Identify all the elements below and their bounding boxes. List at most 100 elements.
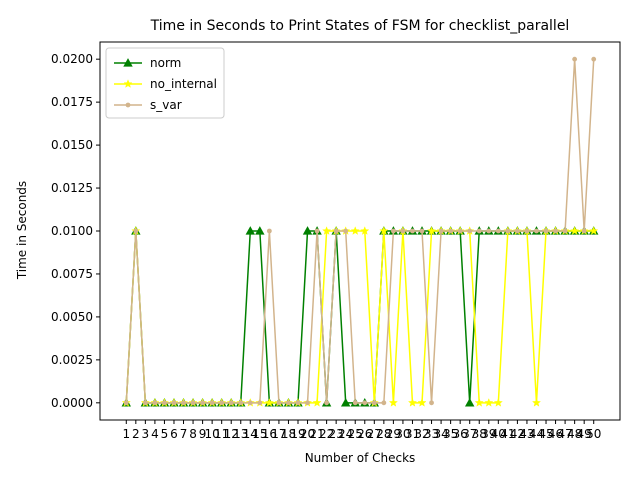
data-point	[343, 228, 349, 234]
data-point	[419, 228, 425, 234]
data-point	[350, 226, 360, 235]
data-point	[142, 400, 148, 406]
x-tick-label: 18	[281, 427, 296, 441]
data-point	[371, 400, 377, 406]
data-point	[190, 400, 196, 406]
x-tick-label: 30	[395, 427, 410, 441]
y-tick-label: 0.0175	[51, 95, 93, 109]
data-point	[417, 398, 427, 407]
data-point	[474, 398, 484, 407]
data-point	[495, 228, 501, 234]
data-point	[200, 400, 205, 406]
data-point	[264, 398, 274, 407]
y-tick-label: 0.0150	[51, 138, 93, 152]
data-point	[266, 228, 272, 234]
legend-label: norm	[150, 56, 181, 70]
data-point	[340, 398, 351, 407]
data-point	[591, 56, 597, 62]
y-axis-label: Time in Seconds	[15, 181, 29, 280]
data-point	[524, 228, 530, 234]
data-point	[562, 228, 568, 234]
x-tick-label: 4	[151, 427, 159, 441]
x-tick-label: 11	[214, 427, 229, 441]
data-point	[276, 400, 282, 406]
x-tick-label: 50	[586, 427, 601, 441]
data-point	[219, 400, 225, 406]
legend-marker	[123, 58, 133, 67]
x-tick-label: 38	[472, 427, 487, 441]
data-point	[257, 400, 263, 406]
x-tick-label: 28	[376, 427, 391, 441]
data-point	[314, 228, 320, 234]
data-point	[486, 228, 492, 234]
x-tick-label: 34	[433, 427, 448, 441]
data-point	[467, 228, 473, 234]
x-tick-label: 15	[252, 427, 267, 441]
data-point	[133, 228, 139, 234]
y-tick-label: 0.0025	[51, 353, 93, 367]
data-point	[181, 400, 186, 406]
data-point	[589, 226, 599, 235]
data-point	[531, 398, 542, 407]
data-point	[493, 398, 503, 407]
axes-frame	[99, 41, 621, 421]
y-tick-label: 0.0100	[51, 224, 93, 238]
data-point	[476, 228, 482, 234]
x-tick-label: 40	[491, 427, 506, 441]
data-point	[553, 228, 558, 234]
data-point	[543, 228, 549, 234]
x-tick-label: 21	[309, 427, 324, 441]
x-tick-label: 7	[180, 427, 188, 441]
data-point	[324, 400, 330, 406]
data-point	[362, 400, 368, 406]
x-tick-label: 39	[481, 427, 496, 441]
x-tick-label: 43	[519, 427, 534, 441]
x-tick-label: 17	[271, 427, 286, 441]
data-point	[400, 228, 406, 234]
data-point	[572, 56, 578, 62]
x-tick-label: 29	[386, 427, 401, 441]
x-tick-label: 42	[510, 427, 525, 441]
data-point	[381, 400, 387, 406]
data-point	[379, 226, 389, 235]
x-tick-label: 35	[443, 427, 458, 441]
x-tick-label: 19	[290, 427, 305, 441]
data-point	[245, 226, 256, 235]
x-tick-label: 27	[367, 427, 382, 441]
x-tick-label: 6	[170, 427, 178, 441]
data-point	[438, 228, 444, 234]
data-point	[505, 228, 511, 234]
data-point	[238, 400, 244, 406]
data-point	[209, 400, 215, 406]
legend-label: no_internal	[150, 77, 217, 91]
x-tick-label: 23	[329, 427, 344, 441]
data-point	[390, 228, 396, 234]
x-tick-label: 26	[357, 427, 372, 441]
x-tick-label: 32	[414, 427, 429, 441]
data-point	[410, 228, 415, 234]
data-point	[388, 398, 398, 407]
x-tick-label: 36	[453, 427, 468, 441]
x-tick-label: 31	[405, 427, 420, 441]
x-tick-label: 10	[204, 427, 219, 441]
data-point	[448, 228, 454, 234]
data-point	[352, 400, 358, 406]
data-point	[407, 398, 417, 407]
data-point	[247, 400, 253, 406]
data-point	[228, 400, 234, 406]
series-s_var	[123, 56, 597, 406]
data-point	[312, 398, 322, 407]
y-tick-label: 0.0075	[51, 267, 93, 281]
data-point	[515, 228, 520, 234]
data-point	[302, 226, 313, 235]
data-point	[427, 226, 437, 235]
data-point	[360, 226, 370, 235]
data-point	[152, 400, 158, 406]
y-tick-label: 0.0125	[51, 181, 93, 195]
y-tick-label: 0.0000	[51, 396, 93, 410]
data-point	[162, 400, 167, 406]
x-tick-label: 16	[262, 427, 277, 441]
x-tick-label: 49	[577, 427, 592, 441]
legend-marker	[123, 79, 133, 88]
data-point	[305, 400, 310, 406]
